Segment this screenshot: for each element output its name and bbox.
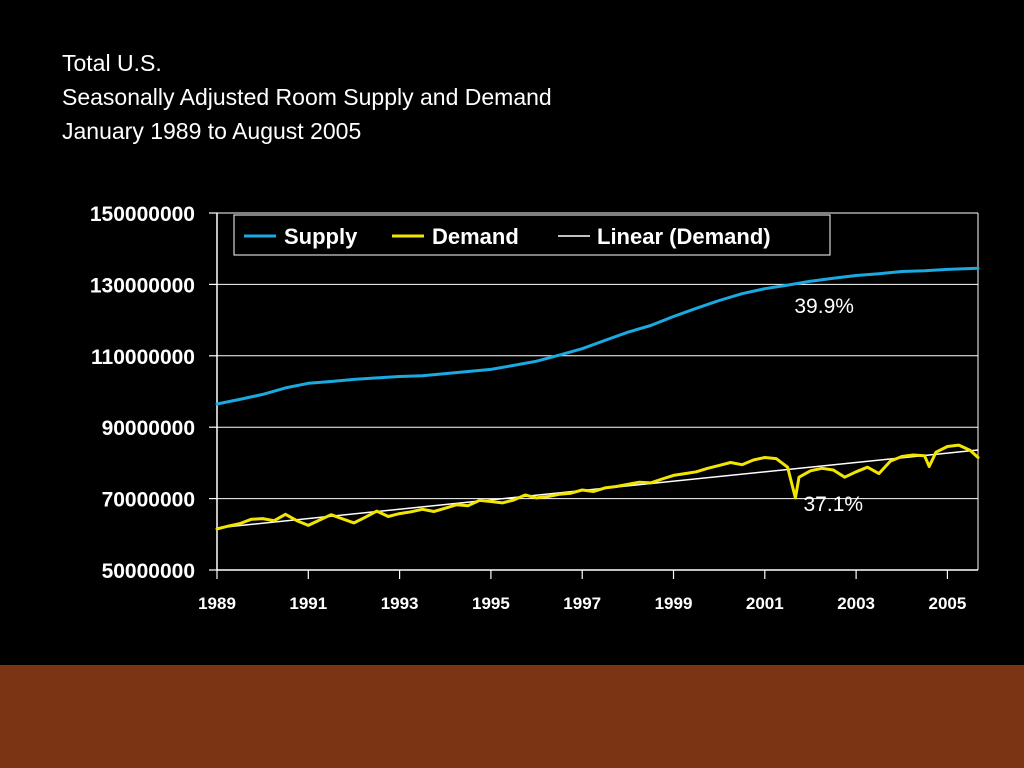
gridlines <box>217 212 979 570</box>
x-tick-label: 1989 <box>198 594 236 613</box>
plot-area <box>215 266 980 531</box>
title-line-3: January 1989 to August 2005 <box>62 118 362 144</box>
legend-label: Supply <box>284 224 358 249</box>
title-line-1: Total U.S. <box>62 50 162 76</box>
x-tick-label: 1993 <box>381 594 419 613</box>
y-tick-label: 90000000 <box>102 417 195 440</box>
y-tick-label: 70000000 <box>102 489 195 512</box>
x-tick-label: 2003 <box>837 594 875 613</box>
y-tick-label: 50000000 <box>102 560 195 583</box>
series-line-supply <box>215 266 980 406</box>
chart-title: Total U.S. Seasonally Adjusted Room Supp… <box>62 46 552 148</box>
y-tick-label: 150000000 <box>90 203 195 226</box>
x-tick-label: 1997 <box>563 594 601 613</box>
legend-label: Linear (Demand) <box>597 224 771 249</box>
footer-band <box>0 665 1024 768</box>
legend-box <box>233 214 831 256</box>
y-axis: 50000000 70000000 90000000 110000000 1300000… <box>90 203 218 583</box>
annotation-label: 39.9% <box>794 295 854 318</box>
x-tick-label: 2001 <box>746 594 784 613</box>
y-tick-label: 130000000 <box>90 274 195 297</box>
x-tick-label: 1999 <box>655 594 693 613</box>
y-tick-label: 110000000 <box>91 346 195 369</box>
legend: Supply Demand Linear (Demand) <box>233 214 831 256</box>
x-tick-label: 1995 <box>472 594 510 613</box>
x-tick-label: 2005 <box>928 594 966 613</box>
line-chart: 50000000 70000000 90000000 110000000 1300000… <box>90 203 980 613</box>
legend-label: Demand <box>432 224 519 249</box>
series-line-demand <box>215 443 980 531</box>
annotation-label: 37.1% <box>804 493 864 516</box>
x-tick-label: 1991 <box>289 594 327 613</box>
annotations: 39.9% 37.1% <box>794 295 863 516</box>
title-line-2: Seasonally Adjusted Room Supply and Dema… <box>62 84 552 110</box>
x-axis: 1989 1991 1993 1995 1997 1999 2001 2003 2005 <box>198 569 978 613</box>
